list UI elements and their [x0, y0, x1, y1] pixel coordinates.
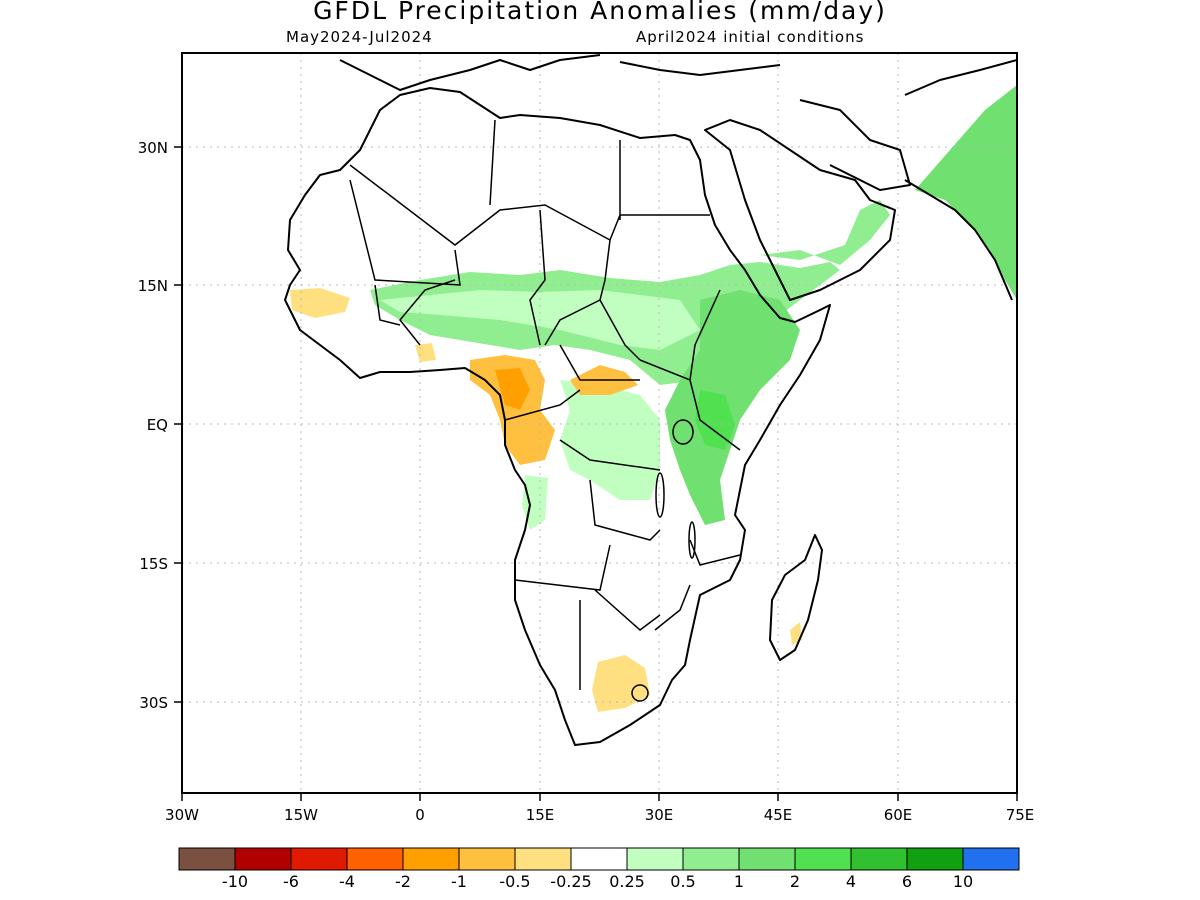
colorbar-swatch	[850, 847, 908, 871]
colorbar-swatch	[514, 847, 572, 871]
colorbar-label: -0.5	[499, 872, 531, 891]
x-tick-label: 15E	[526, 806, 555, 824]
arabia-coastline	[704, 119, 896, 301]
y-tick-label: 15N	[138, 277, 168, 295]
colorbar-swatch	[626, 847, 684, 871]
x-tick-labels: 30W 15W 0 15E 30E 45E 60E 75E	[165, 806, 1034, 824]
lesotho	[631, 684, 649, 702]
colorbar-swatch	[682, 847, 740, 871]
colorbar-label: -1	[451, 872, 467, 891]
axis-ticks	[174, 146, 1018, 801]
anomaly-india	[915, 85, 1017, 300]
graticule	[182, 53, 1017, 793]
anomaly-arabia	[760, 200, 890, 265]
india-coastline	[904, 59, 1017, 301]
colorbar-swatch	[570, 847, 628, 871]
colorbar-label: 2	[789, 872, 801, 891]
anomaly-ghana-dry	[415, 343, 436, 362]
x-tick-label: 45E	[764, 806, 793, 824]
chart-title: GFDL Precipitation Anomalies (mm/day)	[313, 0, 887, 25]
madagascar-coastline	[769, 534, 823, 661]
y-tick-label: EQ	[147, 416, 168, 434]
africa-coastline	[284, 87, 831, 746]
colorbar-swatch	[906, 847, 964, 871]
anomaly-senegal-dry	[290, 288, 350, 318]
anomaly-fields	[290, 85, 1017, 712]
border-lines	[349, 119, 741, 690]
colorbar-label: 0.25	[609, 872, 645, 891]
europe-coastline	[339, 54, 781, 91]
y-tick-label: 15S	[139, 555, 168, 573]
anomaly-congo-east	[560, 380, 660, 500]
anomaly-south-africa-dry	[592, 655, 650, 712]
lake-tanganyika	[655, 472, 665, 518]
colorbar-swatch	[402, 847, 460, 871]
x-tick-label: 30E	[645, 806, 674, 824]
colorbar-swatch	[458, 847, 516, 871]
colorbar-label: -6	[283, 872, 299, 891]
y-tick-labels: 30N 15N EQ 15S 30S	[138, 139, 168, 712]
anomaly-east-africa-strong	[695, 390, 735, 450]
anomaly-cameroon-dry	[470, 355, 555, 465]
colorbar-swatch	[962, 847, 1020, 871]
x-tick-label: 30W	[165, 806, 199, 824]
colorbar-label: 10	[952, 872, 974, 891]
x-tick-label: 75E	[1006, 806, 1035, 824]
init-conditions-subtitle: April2024 initial conditions	[636, 28, 865, 46]
colorbar-swatch	[290, 847, 348, 871]
colorbar-swatch	[178, 847, 236, 871]
lake-malawi	[688, 521, 696, 559]
colorbar-swatch	[346, 847, 404, 871]
y-tick-label: 30S	[139, 694, 168, 712]
colorbar-label: 4	[845, 872, 857, 891]
colorbar-label: 0.5	[670, 872, 696, 891]
colorbar	[178, 847, 1020, 871]
x-tick-label: 60E	[884, 806, 913, 824]
lake-victoria	[672, 419, 694, 445]
colorbar-label: -10	[221, 872, 249, 891]
anomaly-ethiopia	[665, 290, 800, 525]
colorbar-swatch	[738, 847, 796, 871]
colorbar-swatch	[234, 847, 292, 871]
colorbar-label: -4	[339, 872, 355, 891]
anomaly-cameroon-strong	[495, 368, 530, 410]
anomaly-madagascar-dry	[790, 622, 802, 645]
map-frame	[181, 52, 1018, 794]
colorbar-label: -2	[395, 872, 411, 891]
colorbar-label: 6	[901, 872, 913, 891]
iran-coastline	[799, 99, 911, 191]
colorbar-label: 1	[733, 872, 745, 891]
colorbar-label: -0.25	[550, 872, 592, 891]
colorbar-swatch	[794, 847, 852, 871]
y-tick-label: 30N	[138, 139, 168, 157]
coastlines	[284, 54, 1017, 746]
country-borders	[349, 119, 741, 702]
period-subtitle: May2024-Jul2024	[286, 28, 433, 46]
x-tick-label: 15W	[284, 806, 318, 824]
x-tick-label: 0	[415, 806, 425, 824]
